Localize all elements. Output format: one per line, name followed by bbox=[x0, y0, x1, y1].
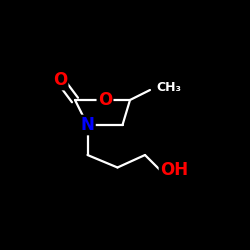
Text: O: O bbox=[53, 71, 67, 89]
Text: CH₃: CH₃ bbox=[156, 81, 181, 94]
Text: O: O bbox=[98, 91, 112, 109]
Text: N: N bbox=[80, 116, 94, 134]
Text: OH: OH bbox=[160, 161, 188, 179]
